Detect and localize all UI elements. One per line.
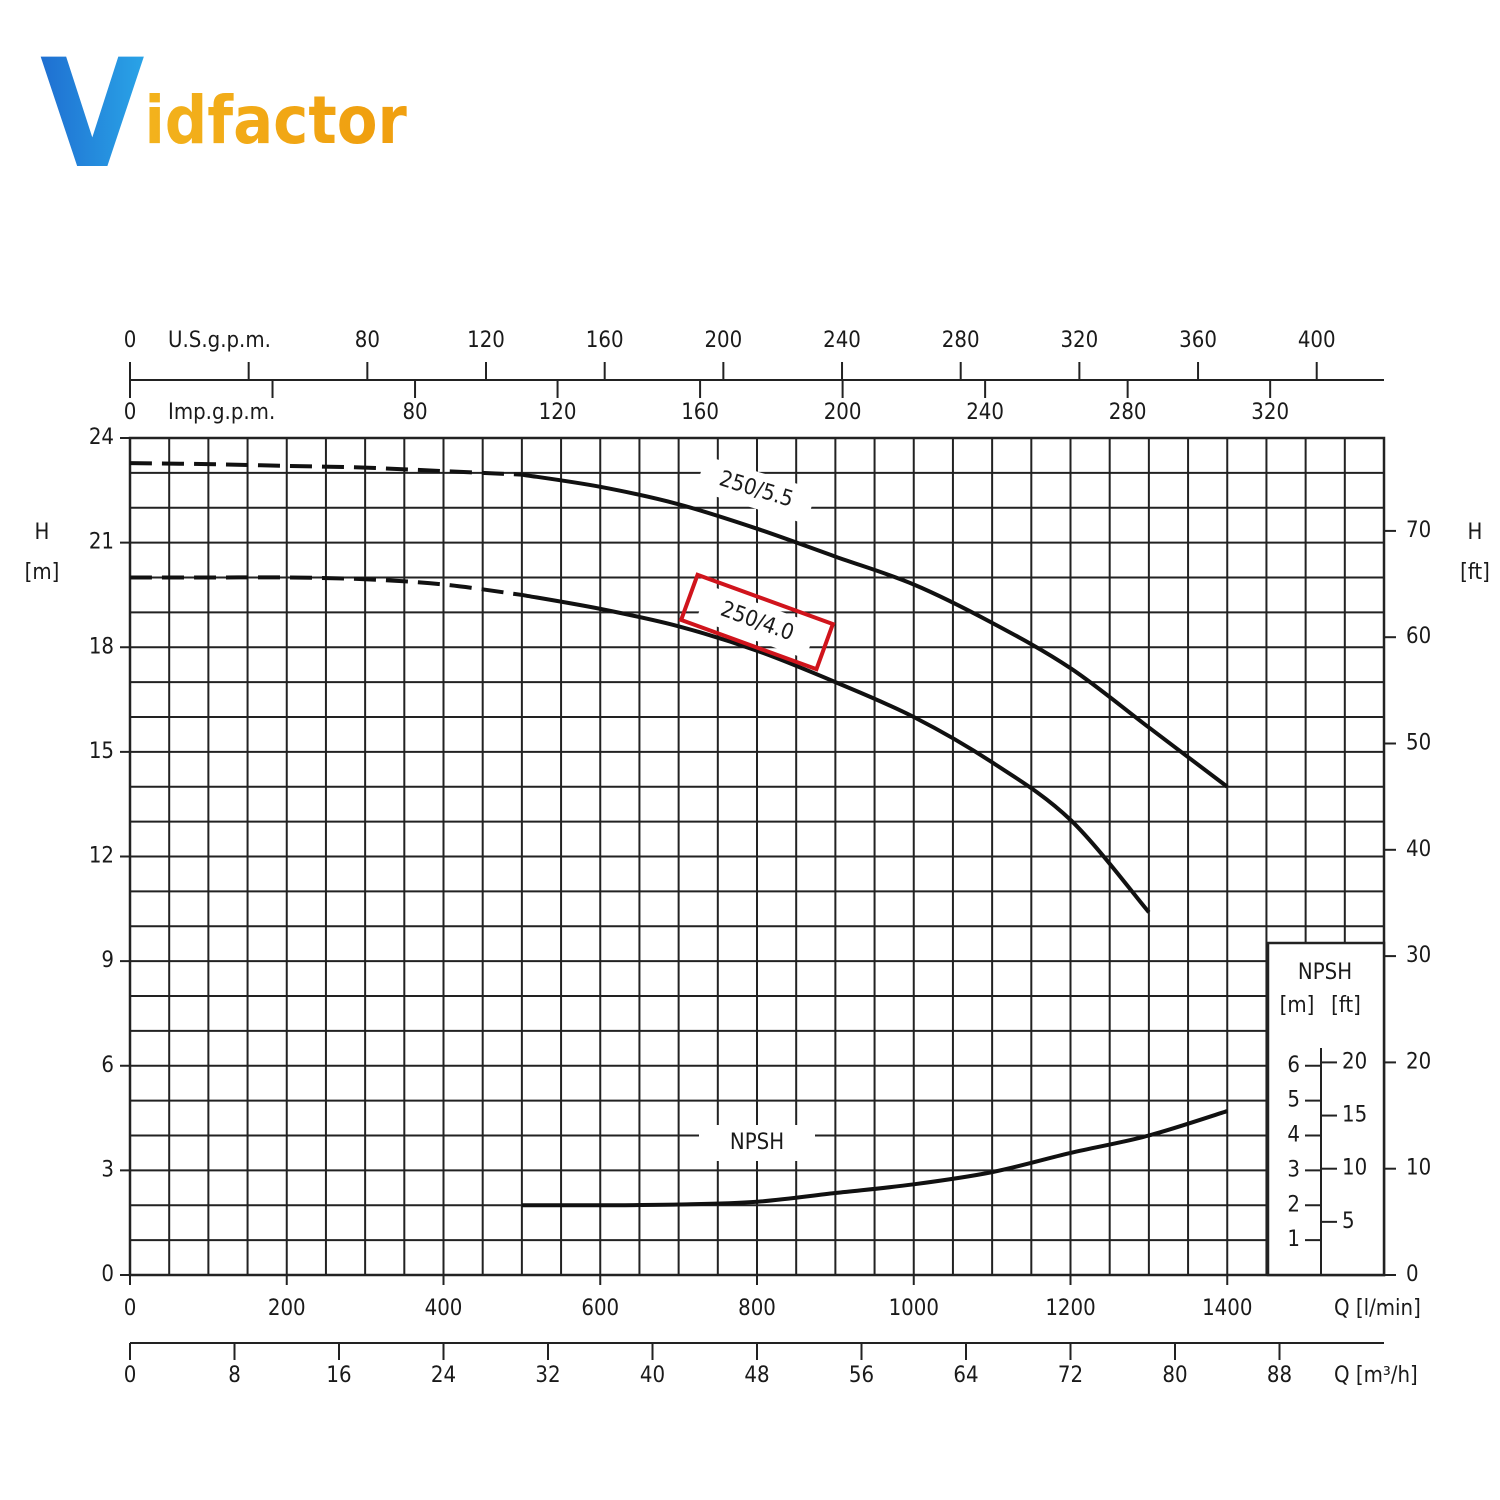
curve (129, 461, 522, 477)
y-tick-label: 21 (89, 530, 114, 555)
y-tick-label: 6 (101, 1053, 114, 1078)
x-tick-label: 80 (355, 328, 380, 353)
x-tick-label: 32 (535, 1363, 560, 1388)
npsh-unit: [ft] (1331, 993, 1361, 1018)
x-tick-label: 80 (1162, 1363, 1187, 1388)
x-tick-label: 400 (425, 1296, 463, 1321)
npsh-inset (1266, 941, 1386, 1277)
curve (521, 472, 1229, 789)
curve (521, 1109, 1228, 1208)
logo: Vidfactor (40, 28, 408, 202)
npsh-tick-label: 4 (1287, 1123, 1300, 1148)
x-tick-label: 360 (1179, 328, 1217, 353)
x-tick-label: 16 (326, 1363, 351, 1388)
x-tick-label: 24 (431, 1363, 456, 1388)
y2-tick-label: 50 (1406, 731, 1431, 756)
axis-label: Q [m³/h] (1334, 1363, 1418, 1388)
x-tick-label: 56 (849, 1363, 874, 1388)
y-tick-label: 9 (101, 948, 114, 973)
y2-tick-label: 60 (1406, 624, 1431, 649)
y2-tick-label: 40 (1406, 837, 1431, 862)
y-tick-label: 24 (89, 425, 114, 450)
y2-tick-label: 30 (1406, 943, 1431, 968)
y2-tick-label: 70 (1406, 518, 1431, 543)
x-tick-label: 0 (124, 328, 137, 353)
npsh-tick-label: 1 (1287, 1227, 1300, 1252)
label-backdrop (695, 455, 817, 525)
x-tick-label: 600 (581, 1296, 619, 1321)
npsh-tick-label: 15 (1342, 1103, 1367, 1128)
axis-label: Imp.g.p.m. (168, 400, 275, 425)
x-tick-label: 48 (744, 1363, 769, 1388)
x-tick-label: 120 (539, 400, 577, 425)
y-tick-label: 3 (101, 1157, 114, 1182)
x-tick-label: 160 (681, 400, 719, 425)
x-tick-label: 200 (704, 328, 742, 353)
x-tick-label: 0 (124, 400, 137, 425)
y-tick-label: 15 (89, 739, 114, 764)
x-tick-label: 800 (738, 1296, 776, 1321)
x-tick-label: 1400 (1202, 1296, 1252, 1321)
npsh-tick-label: 20 (1342, 1049, 1367, 1074)
label-backdrop (699, 1125, 815, 1161)
npsh-tick-label: 2 (1287, 1192, 1300, 1217)
x-tick-label: 200 (268, 1296, 306, 1321)
y-tick-label: 12 (89, 844, 114, 869)
x-tick-label: 320 (1060, 328, 1098, 353)
label-backdrop (696, 585, 818, 659)
y2-tick-label: 20 (1406, 1049, 1431, 1074)
curve (521, 592, 1151, 914)
npsh-tick-label: 5 (1342, 1209, 1355, 1234)
y2-tick-label: 0 (1406, 1262, 1419, 1287)
x-axis-label: Q [l/min] (1334, 1296, 1421, 1321)
x-tick-label: 80 (402, 400, 427, 425)
npsh-tick-label: 5 (1287, 1088, 1300, 1113)
x-tick-label: 400 (1298, 328, 1336, 353)
highlight-box (678, 572, 836, 672)
x-tick-label: 40 (640, 1363, 665, 1388)
x-tick-label: 160 (586, 328, 624, 353)
y-axis-label: H (35, 520, 50, 545)
x-tick-label: 64 (953, 1363, 978, 1388)
x-tick-label: 280 (1109, 400, 1147, 425)
curve (129, 575, 523, 597)
axis-label: U.S.g.p.m. (168, 328, 271, 353)
x-tick-label: 1200 (1045, 1296, 1095, 1321)
y-axis-unit: [m] (25, 560, 60, 585)
npsh-unit: [m] (1280, 993, 1315, 1018)
x-tick-label: 280 (942, 328, 980, 353)
x-tick-label: 240 (823, 328, 861, 353)
curve-label-group: NPSH (699, 1125, 815, 1161)
x-tick-label: 120 (467, 328, 505, 353)
npsh-tick-label: 3 (1287, 1157, 1300, 1182)
x-tick-label: 88 (1267, 1363, 1292, 1388)
curve-label-group: 250/4.0 (678, 572, 836, 672)
x-tick-label: 72 (1058, 1363, 1083, 1388)
curve-label: NPSH (730, 1130, 784, 1155)
x-tick-label: 0 (124, 1363, 137, 1388)
x-tick-label: 240 (966, 400, 1004, 425)
x-tick-label: 1000 (889, 1296, 939, 1321)
y-tick-label: 0 (101, 1262, 114, 1287)
x-tick-label: 8 (228, 1363, 241, 1388)
x-tick-label: 320 (1251, 400, 1289, 425)
x-tick-label: 0 (124, 1296, 137, 1321)
y2-axis-label: H (1468, 520, 1483, 545)
y2-axis-unit: [ft] (1460, 560, 1490, 585)
npsh-title: NPSH (1298, 960, 1352, 985)
y-tick-label: 18 (89, 634, 114, 659)
npsh-tick-label: 6 (1287, 1053, 1300, 1078)
npsh-tick-label: 10 (1342, 1156, 1367, 1181)
y2-tick-label: 10 (1406, 1156, 1431, 1181)
x-tick-label: 200 (824, 400, 862, 425)
